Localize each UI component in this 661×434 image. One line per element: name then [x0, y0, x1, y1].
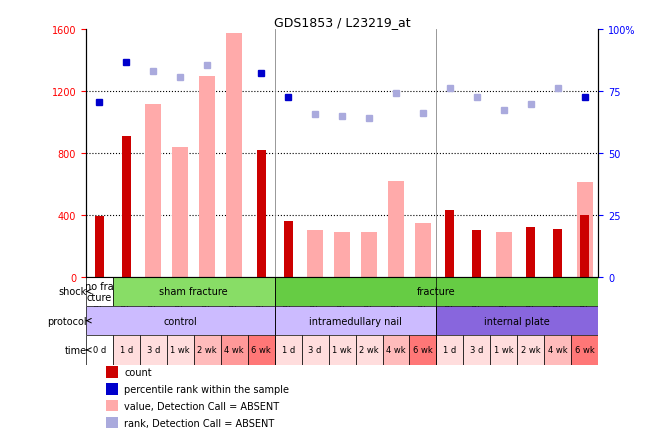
Bar	[226, 33, 243, 277]
Text: sham fracture: sham fracture	[159, 287, 228, 297]
Text: 1 wk: 1 wk	[494, 345, 514, 355]
Bar	[544, 335, 571, 365]
Text: internal plate: internal plate	[485, 316, 550, 326]
Bar	[361, 232, 377, 277]
Bar	[571, 335, 598, 365]
Bar	[106, 366, 118, 378]
Text: control: control	[163, 316, 197, 326]
Bar	[194, 335, 221, 365]
Bar	[473, 231, 481, 277]
Bar	[436, 335, 463, 365]
Text: 6 wk: 6 wk	[575, 345, 595, 355]
Bar	[122, 137, 131, 277]
Bar	[140, 335, 167, 365]
Bar	[275, 306, 436, 335]
Text: 1 d: 1 d	[120, 345, 133, 355]
Bar	[446, 211, 454, 277]
Bar	[526, 228, 535, 277]
Bar	[490, 335, 518, 365]
Bar	[388, 181, 404, 277]
Bar	[199, 77, 215, 277]
Text: 1 d: 1 d	[444, 345, 457, 355]
Text: intramedullary nail: intramedullary nail	[309, 316, 402, 326]
Bar	[518, 335, 544, 365]
Text: 1 wk: 1 wk	[332, 345, 352, 355]
Text: time: time	[64, 345, 87, 355]
Bar	[248, 335, 275, 365]
Bar	[173, 148, 188, 277]
Bar	[576, 183, 593, 277]
Bar	[86, 277, 113, 306]
Bar	[95, 217, 104, 277]
Bar	[415, 223, 431, 277]
Text: 1 d: 1 d	[282, 345, 295, 355]
Bar	[113, 277, 275, 306]
Text: 2 wk: 2 wk	[521, 345, 541, 355]
Bar	[284, 222, 293, 277]
Bar	[167, 335, 194, 365]
Bar	[409, 335, 436, 365]
Title: GDS1853 / L23219_at: GDS1853 / L23219_at	[274, 16, 410, 29]
Text: 1 wk: 1 wk	[171, 345, 190, 355]
Text: 3 d: 3 d	[309, 345, 322, 355]
Text: 6 wk: 6 wk	[413, 345, 433, 355]
Text: 4 wk: 4 wk	[386, 345, 406, 355]
Bar	[106, 400, 118, 411]
Text: 2 wk: 2 wk	[359, 345, 379, 355]
Bar	[113, 335, 140, 365]
Text: 3 d: 3 d	[470, 345, 484, 355]
Bar	[86, 306, 275, 335]
Text: percentile rank within the sample: percentile rank within the sample	[124, 385, 290, 395]
Bar	[553, 229, 563, 277]
Text: value, Detection Call = ABSENT: value, Detection Call = ABSENT	[124, 401, 280, 411]
Text: 6 wk: 6 wk	[251, 345, 271, 355]
Text: 3 d: 3 d	[147, 345, 160, 355]
Text: protocol: protocol	[47, 316, 87, 326]
Text: rank, Detection Call = ABSENT: rank, Detection Call = ABSENT	[124, 418, 274, 428]
Text: 4 wk: 4 wk	[548, 345, 568, 355]
Bar	[307, 231, 323, 277]
Bar	[275, 335, 301, 365]
Bar	[329, 335, 356, 365]
Text: count: count	[124, 368, 152, 378]
Bar	[496, 232, 512, 277]
Bar	[221, 335, 248, 365]
Bar	[436, 306, 598, 335]
Text: no fra
cture: no fra cture	[85, 281, 114, 302]
Bar	[106, 383, 118, 395]
Text: 4 wk: 4 wk	[224, 345, 244, 355]
Bar	[301, 335, 329, 365]
Bar	[86, 335, 113, 365]
Bar	[356, 335, 383, 365]
Bar	[580, 215, 589, 277]
Bar	[256, 151, 266, 277]
Text: shock: shock	[58, 287, 87, 297]
Bar	[106, 417, 118, 428]
Text: fracture: fracture	[417, 287, 455, 297]
Bar	[145, 105, 161, 277]
Text: 2 wk: 2 wk	[198, 345, 217, 355]
Bar	[463, 335, 490, 365]
Text: 0 d: 0 d	[93, 345, 106, 355]
Bar	[275, 277, 598, 306]
Bar	[334, 232, 350, 277]
Bar	[383, 335, 409, 365]
